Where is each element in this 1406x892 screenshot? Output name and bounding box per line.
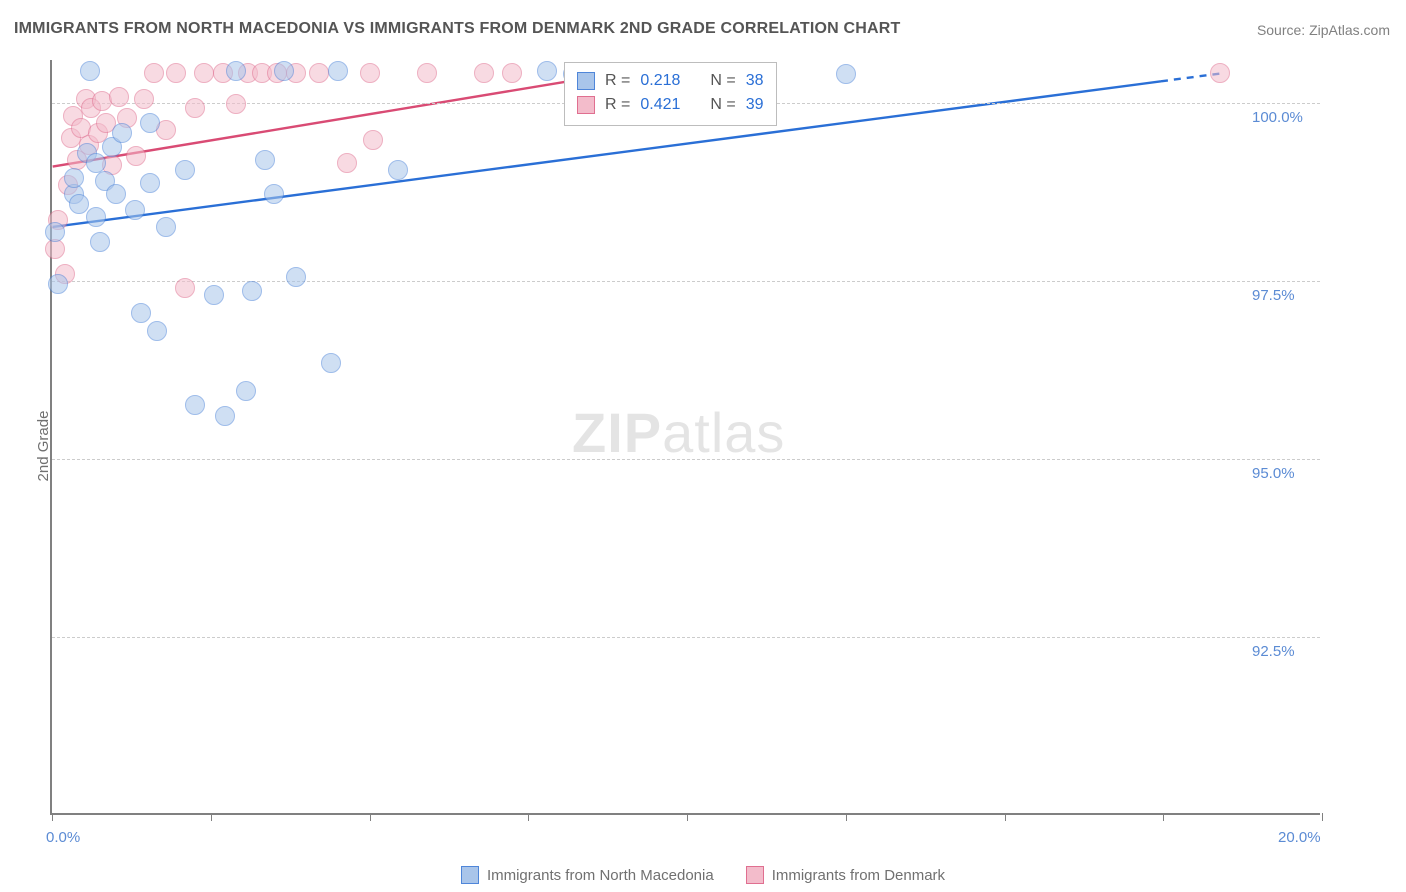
series2-point <box>166 63 186 83</box>
plot-area: ZIPatlas 92.5%95.0%97.5%100.0% <box>50 60 1320 815</box>
x-tick <box>1322 813 1323 821</box>
x-tick <box>211 813 212 821</box>
legend-r-value: 0.421 <box>640 93 680 117</box>
series1-point <box>140 113 160 133</box>
legend-n-value: 39 <box>746 93 764 117</box>
series1-point <box>537 61 557 81</box>
legend-swatch <box>577 96 595 114</box>
series2-point <box>1210 63 1230 83</box>
series2-point <box>144 63 164 83</box>
series2-point <box>226 94 246 114</box>
series2-point <box>417 63 437 83</box>
series1-point <box>264 184 284 204</box>
series1-point <box>156 217 176 237</box>
series2-point <box>502 63 522 83</box>
series1-point <box>64 168 84 188</box>
legend-n-label: N = <box>710 93 735 117</box>
series1-point <box>125 200 145 220</box>
series1-point <box>242 281 262 301</box>
bottom-legend-label: Immigrants from Denmark <box>772 867 945 884</box>
series1-point <box>48 274 68 294</box>
legend-n-value: 38 <box>746 69 764 93</box>
bottom-legend-swatch <box>461 866 479 884</box>
gridline <box>52 459 1320 460</box>
series1-point <box>86 207 106 227</box>
x-tick-label: 20.0% <box>1278 829 1321 846</box>
series1-point <box>204 285 224 305</box>
x-tick-label: 0.0% <box>46 829 80 846</box>
series1-point <box>45 222 65 242</box>
y-tick-label: 95.0% <box>1252 465 1295 482</box>
series1-point <box>69 194 89 214</box>
x-tick <box>1005 813 1006 821</box>
series1-point <box>112 123 132 143</box>
y-tick-label: 97.5% <box>1252 287 1295 304</box>
series1-point <box>274 61 294 81</box>
series2-point <box>109 87 129 107</box>
legend-row: R = 0.421 N = 39 <box>577 93 764 117</box>
series1-point <box>106 184 126 204</box>
bottom-legend-item: Immigrants from Denmark <box>746 866 945 884</box>
y-tick-label: 100.0% <box>1252 109 1303 126</box>
gridline <box>52 281 1320 282</box>
legend-n-label: N = <box>710 69 735 93</box>
legend-r-label: R = <box>605 93 630 117</box>
legend-row: R = 0.218 N = 38 <box>577 69 764 93</box>
series1-point <box>836 64 856 84</box>
legend-swatch <box>577 72 595 90</box>
x-tick <box>1163 813 1164 821</box>
series1-point <box>131 303 151 323</box>
gridline <box>52 637 1320 638</box>
series1-point <box>226 61 246 81</box>
series2-point <box>175 278 195 298</box>
chart-title: IMMIGRANTS FROM NORTH MACEDONIA VS IMMIG… <box>14 20 901 38</box>
bottom-legend-label: Immigrants from North Macedonia <box>487 867 714 884</box>
series1-point <box>90 232 110 252</box>
series1-point <box>80 61 100 81</box>
series1-point <box>286 267 306 287</box>
series1-point <box>328 61 348 81</box>
series2-point <box>309 63 329 83</box>
legend-r-value: 0.218 <box>640 69 680 93</box>
legend-correlation-box: R = 0.218 N = 38 R = 0.421 N = 39 <box>564 62 777 126</box>
x-tick <box>370 813 371 821</box>
series2-point <box>126 146 146 166</box>
series2-point <box>474 63 494 83</box>
series1-point <box>388 160 408 180</box>
chart-container: IMMIGRANTS FROM NORTH MACEDONIA VS IMMIG… <box>0 0 1406 892</box>
series1-point <box>215 406 235 426</box>
series1-point <box>255 150 275 170</box>
trend-lines-layer <box>52 60 1320 813</box>
series1-point <box>147 321 167 341</box>
series2-point <box>194 63 214 83</box>
series1-point <box>175 160 195 180</box>
source-site: ZipAtlas.com <box>1309 22 1390 38</box>
series1-point <box>140 173 160 193</box>
series2-point <box>185 98 205 118</box>
bottom-legend-item: Immigrants from North Macedonia <box>461 866 714 884</box>
x-tick <box>528 813 529 821</box>
series2-point <box>134 89 154 109</box>
series2-point <box>360 63 380 83</box>
x-tick <box>687 813 688 821</box>
y-tick-label: 92.5% <box>1252 643 1295 660</box>
series2-point <box>363 130 383 150</box>
bottom-legend-swatch <box>746 866 764 884</box>
legend-r-label: R = <box>605 69 630 93</box>
series1-point <box>185 395 205 415</box>
legend-bottom: Immigrants from North Macedonia Immigrant… <box>0 866 1406 884</box>
source-label: Source: <box>1257 22 1309 38</box>
x-tick <box>52 813 53 821</box>
series2-point <box>337 153 357 173</box>
x-tick <box>846 813 847 821</box>
series1-point <box>321 353 341 373</box>
source-attribution: Source: ZipAtlas.com <box>1257 22 1390 38</box>
series1-point <box>236 381 256 401</box>
